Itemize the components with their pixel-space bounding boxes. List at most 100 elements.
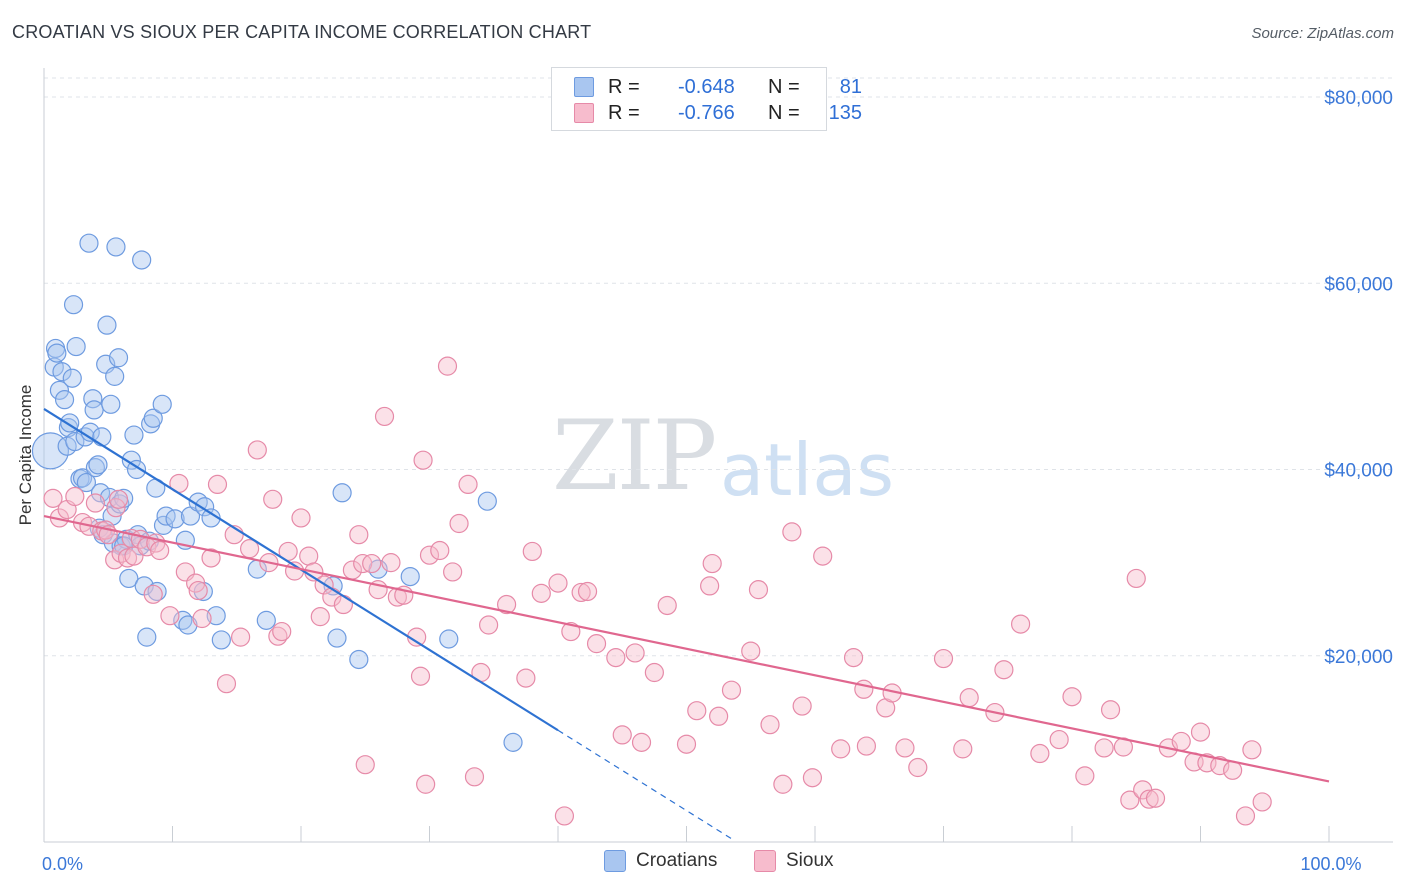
- croatians-point-25: [90, 483, 111, 503]
- sioux-point-49: [349, 525, 369, 545]
- croatians-point-13: [66, 336, 86, 357]
- croatians-point-61: [178, 615, 198, 635]
- croatians-point-5: [52, 362, 72, 382]
- croatians-point-21: [84, 400, 104, 420]
- sioux-point-59: [410, 666, 431, 686]
- series-legend: Croatians Sioux: [0, 850, 1406, 878]
- sioux-point-19: [143, 584, 163, 604]
- sioux-point-79: [577, 581, 598, 602]
- sioux-point-108: [908, 757, 928, 778]
- sioux-point-55: [381, 553, 401, 573]
- legend-label-sioux: Sioux: [786, 850, 834, 871]
- legend-swatch-sioux: [754, 850, 776, 872]
- sioux-point-77: [561, 621, 581, 642]
- y-tick-label-1: $40,000: [1324, 461, 1393, 482]
- sioux-point-68: [464, 767, 485, 787]
- sioux-point-51: [355, 755, 375, 775]
- sioux-point-41: [291, 508, 311, 528]
- sioux-point-0: [43, 488, 63, 508]
- legend-r-label: R =: [608, 101, 640, 124]
- sioux-points: [43, 356, 1272, 826]
- sioux-point-98: [792, 696, 812, 716]
- croatians-point-77: [477, 491, 497, 511]
- croatians-point-78: [503, 732, 523, 752]
- sioux-point-22: [160, 606, 180, 626]
- sioux-point-12: [108, 489, 129, 509]
- legend-swatch-sioux: [574, 103, 594, 123]
- legend-item-croatians[interactable]: Croatians: [604, 850, 717, 872]
- sioux-point-47: [333, 594, 354, 615]
- croatians-point-34: [105, 366, 125, 386]
- sioux-point-60: [413, 450, 433, 470]
- croatians-point-42: [121, 450, 141, 470]
- sioux-point-42: [299, 546, 319, 566]
- legend-item-sioux[interactable]: Sioux: [754, 850, 834, 872]
- sioux-point-89: [700, 576, 720, 596]
- sioux-point-130: [1210, 756, 1230, 776]
- croatians-point-76: [439, 629, 459, 649]
- sioux-point-135: [1190, 722, 1211, 742]
- sioux-point-63: [430, 540, 450, 561]
- sioux-point-133: [1242, 740, 1262, 760]
- sioux-point-28: [201, 548, 221, 568]
- sioux-point-16: [124, 546, 144, 566]
- sioux-point-34: [247, 440, 267, 460]
- sioux-point-90: [702, 553, 722, 574]
- sioux-point-132: [1235, 806, 1256, 826]
- sioux-point-72: [516, 668, 536, 688]
- trend-lines: [43, 408, 1330, 840]
- sioux-point-118: [1075, 766, 1095, 786]
- legend-row-croatians: R = -0.648 N = 81: [574, 74, 862, 100]
- croatians-trend-extension: [557, 729, 732, 840]
- y-tick-label-3: $80,000: [1324, 88, 1393, 109]
- legend-swatch-croatians: [574, 77, 594, 97]
- legend-r-label: R =: [608, 75, 640, 98]
- correlation-legend: R = -0.648 N = 81 R = -0.766 N = 135: [551, 67, 862, 131]
- legend-row-sioux: R = -0.766 N = 135: [574, 100, 862, 126]
- croatians-point-3: [47, 343, 67, 363]
- sioux-point-87: [676, 734, 697, 754]
- sioux-point-25: [186, 573, 206, 593]
- croatians-point-26: [92, 427, 112, 447]
- croatians-point-4: [49, 380, 70, 400]
- croatians-point-49: [137, 627, 157, 647]
- y-axis-title: Per Capita Income: [16, 384, 35, 526]
- sioux-point-95: [760, 715, 780, 735]
- sioux-point-119: [1094, 738, 1114, 758]
- sioux-point-88: [687, 701, 707, 721]
- sioux-point-29: [207, 474, 228, 494]
- legend-n-value: 81: [839, 75, 862, 98]
- croatians-point-10: [62, 368, 82, 388]
- sioux-point-27: [192, 608, 212, 629]
- legend-r-value: -0.648: [678, 75, 735, 98]
- sioux-point-117: [1062, 687, 1082, 707]
- sioux-point-65: [443, 562, 463, 582]
- legend-n-value: 135: [828, 101, 862, 124]
- sioux-point-100: [813, 546, 833, 566]
- sioux-point-3: [65, 486, 85, 507]
- sioux-point-97: [782, 522, 802, 542]
- sioux-point-114: [1010, 614, 1031, 634]
- sioux-point-93: [741, 641, 761, 661]
- sioux-point-94: [748, 580, 769, 600]
- croatians-point-35: [106, 237, 126, 257]
- x-tick-label-1: 100.0%: [1300, 854, 1361, 874]
- croatians-point-71: [327, 628, 347, 648]
- sioux-point-109: [933, 648, 954, 669]
- sioux-point-134: [1252, 792, 1272, 812]
- sioux-point-127: [1171, 731, 1191, 752]
- axes: [43, 68, 1393, 843]
- sioux-point-26: [188, 580, 208, 601]
- sioux-point-54: [374, 406, 395, 427]
- sioux-point-66: [449, 513, 469, 534]
- sioux-point-92: [721, 680, 742, 700]
- sioux-point-107: [895, 738, 915, 758]
- sioux-point-101: [831, 739, 851, 759]
- sioux-point-76: [554, 806, 575, 826]
- croatians-point-22: [85, 458, 106, 478]
- croatians-point-52: [143, 408, 163, 428]
- sioux-point-62: [419, 545, 440, 565]
- sioux-trend-line: [43, 514, 1330, 783]
- croatians-point-17: [76, 472, 97, 493]
- sioux-point-102: [843, 648, 864, 668]
